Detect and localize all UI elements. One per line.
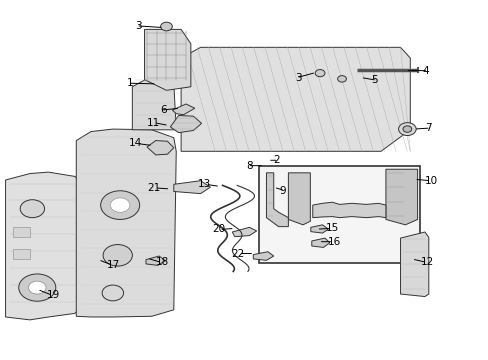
- Circle shape: [110, 198, 130, 212]
- Text: 9: 9: [279, 186, 285, 196]
- Text: 22: 22: [231, 248, 244, 258]
- Text: 17: 17: [107, 260, 120, 270]
- Circle shape: [20, 200, 44, 218]
- Text: 1: 1: [126, 78, 133, 88]
- Text: 8: 8: [246, 161, 253, 171]
- Circle shape: [160, 22, 172, 31]
- Text: 3: 3: [135, 21, 142, 31]
- Polygon shape: [76, 129, 176, 317]
- Polygon shape: [232, 227, 256, 237]
- Circle shape: [102, 285, 123, 301]
- Text: 5: 5: [370, 75, 377, 85]
- Polygon shape: [147, 140, 173, 155]
- Text: 6: 6: [160, 105, 166, 115]
- Circle shape: [28, 281, 46, 294]
- FancyBboxPatch shape: [13, 249, 30, 259]
- Circle shape: [402, 126, 411, 132]
- Circle shape: [315, 69, 325, 77]
- Text: 14: 14: [129, 139, 142, 148]
- Polygon shape: [310, 225, 328, 233]
- Polygon shape: [312, 202, 385, 218]
- Text: 4: 4: [422, 66, 428, 76]
- FancyBboxPatch shape: [13, 227, 30, 237]
- Polygon shape: [266, 173, 288, 226]
- Text: 21: 21: [147, 183, 160, 193]
- Circle shape: [337, 76, 346, 82]
- Polygon shape: [288, 173, 310, 225]
- Polygon shape: [132, 76, 176, 130]
- Text: 16: 16: [327, 237, 340, 247]
- Text: 10: 10: [424, 176, 437, 186]
- Polygon shape: [172, 104, 194, 115]
- Text: 18: 18: [156, 257, 169, 267]
- Text: 3: 3: [295, 73, 302, 83]
- Polygon shape: [5, 172, 82, 320]
- Text: 19: 19: [47, 291, 60, 301]
- Polygon shape: [311, 238, 329, 247]
- Circle shape: [398, 123, 415, 135]
- Polygon shape: [181, 47, 409, 151]
- Polygon shape: [385, 169, 417, 225]
- Text: 12: 12: [420, 257, 433, 267]
- Text: 2: 2: [272, 155, 279, 165]
- Circle shape: [101, 191, 140, 220]
- Circle shape: [19, 274, 56, 301]
- Polygon shape: [144, 30, 190, 90]
- Text: 11: 11: [146, 118, 159, 128]
- Text: 20: 20: [211, 225, 224, 234]
- Circle shape: [103, 244, 132, 266]
- Polygon shape: [400, 232, 428, 297]
- Polygon shape: [253, 252, 273, 260]
- FancyBboxPatch shape: [259, 166, 419, 263]
- Text: 15: 15: [325, 224, 338, 233]
- Polygon shape: [170, 116, 201, 133]
- Text: 13: 13: [198, 179, 211, 189]
- Polygon shape: [173, 181, 210, 194]
- Polygon shape: [146, 256, 165, 265]
- Text: 7: 7: [424, 123, 430, 133]
